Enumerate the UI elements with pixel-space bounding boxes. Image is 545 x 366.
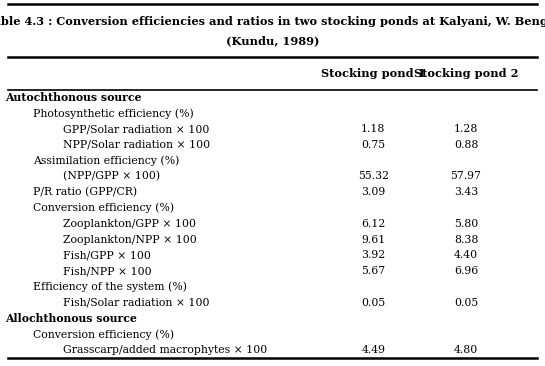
Text: 1.28: 1.28: [454, 124, 478, 134]
Text: Fish/NPP × 100: Fish/NPP × 100: [63, 266, 152, 276]
Text: 4.49: 4.49: [361, 345, 385, 355]
Text: 5.67: 5.67: [361, 266, 385, 276]
Text: 55.32: 55.32: [358, 171, 389, 182]
Text: Zooplankton/GPP × 100: Zooplankton/GPP × 100: [63, 219, 196, 229]
Text: 4.80: 4.80: [454, 345, 478, 355]
Text: Grasscarp/added macrophytes × 100: Grasscarp/added macrophytes × 100: [63, 345, 267, 355]
Text: Fish/Solar radiation × 100: Fish/Solar radiation × 100: [63, 298, 209, 308]
Text: 0.88: 0.88: [454, 140, 478, 150]
Text: GPP/Solar radiation × 100: GPP/Solar radiation × 100: [63, 124, 209, 134]
Text: Conversion efficiency (%): Conversion efficiency (%): [33, 203, 174, 213]
Text: 3.43: 3.43: [454, 187, 478, 197]
Text: (NPP/GPP × 100): (NPP/GPP × 100): [63, 171, 160, 182]
Text: Stocking pond 2: Stocking pond 2: [414, 68, 518, 79]
Text: 57.97: 57.97: [451, 171, 481, 182]
Text: 8.38: 8.38: [454, 235, 478, 244]
Text: 0.75: 0.75: [361, 140, 385, 150]
Text: 1.18: 1.18: [361, 124, 385, 134]
Text: Assimilation efficiency (%): Assimilation efficiency (%): [33, 156, 179, 166]
Text: Efficiency of the system (%): Efficiency of the system (%): [33, 282, 187, 292]
Text: P/R ratio (GPP/CR): P/R ratio (GPP/CR): [33, 187, 137, 197]
Text: Autochthonous source: Autochthonous source: [5, 92, 142, 103]
Text: NPP/Solar radiation × 100: NPP/Solar radiation × 100: [63, 140, 210, 150]
Text: 6.96: 6.96: [454, 266, 478, 276]
Text: 9.61: 9.61: [361, 235, 385, 244]
Text: (Kundu, 1989): (Kundu, 1989): [226, 35, 319, 46]
Text: 4.40: 4.40: [454, 250, 478, 260]
Text: 5.80: 5.80: [454, 219, 478, 229]
Text: Allochthonous source: Allochthonous source: [5, 313, 137, 324]
Text: 3.09: 3.09: [361, 187, 385, 197]
Text: 0.05: 0.05: [361, 298, 385, 308]
Text: Table 4.3 : Conversion efficiencies and ratios in two stocking ponds at Kalyani,: Table 4.3 : Conversion efficiencies and …: [0, 16, 545, 27]
Text: Photosynthetic efficiency (%): Photosynthetic efficiency (%): [33, 108, 193, 119]
Text: Fish/GPP × 100: Fish/GPP × 100: [63, 250, 150, 260]
Text: 0.05: 0.05: [454, 298, 478, 308]
Text: 6.12: 6.12: [361, 219, 385, 229]
Text: Zooplankton/NPP × 100: Zooplankton/NPP × 100: [63, 235, 196, 244]
Text: Stocking pond 1: Stocking pond 1: [321, 68, 426, 79]
Text: 3.92: 3.92: [361, 250, 385, 260]
Text: Conversion efficiency (%): Conversion efficiency (%): [33, 329, 174, 340]
